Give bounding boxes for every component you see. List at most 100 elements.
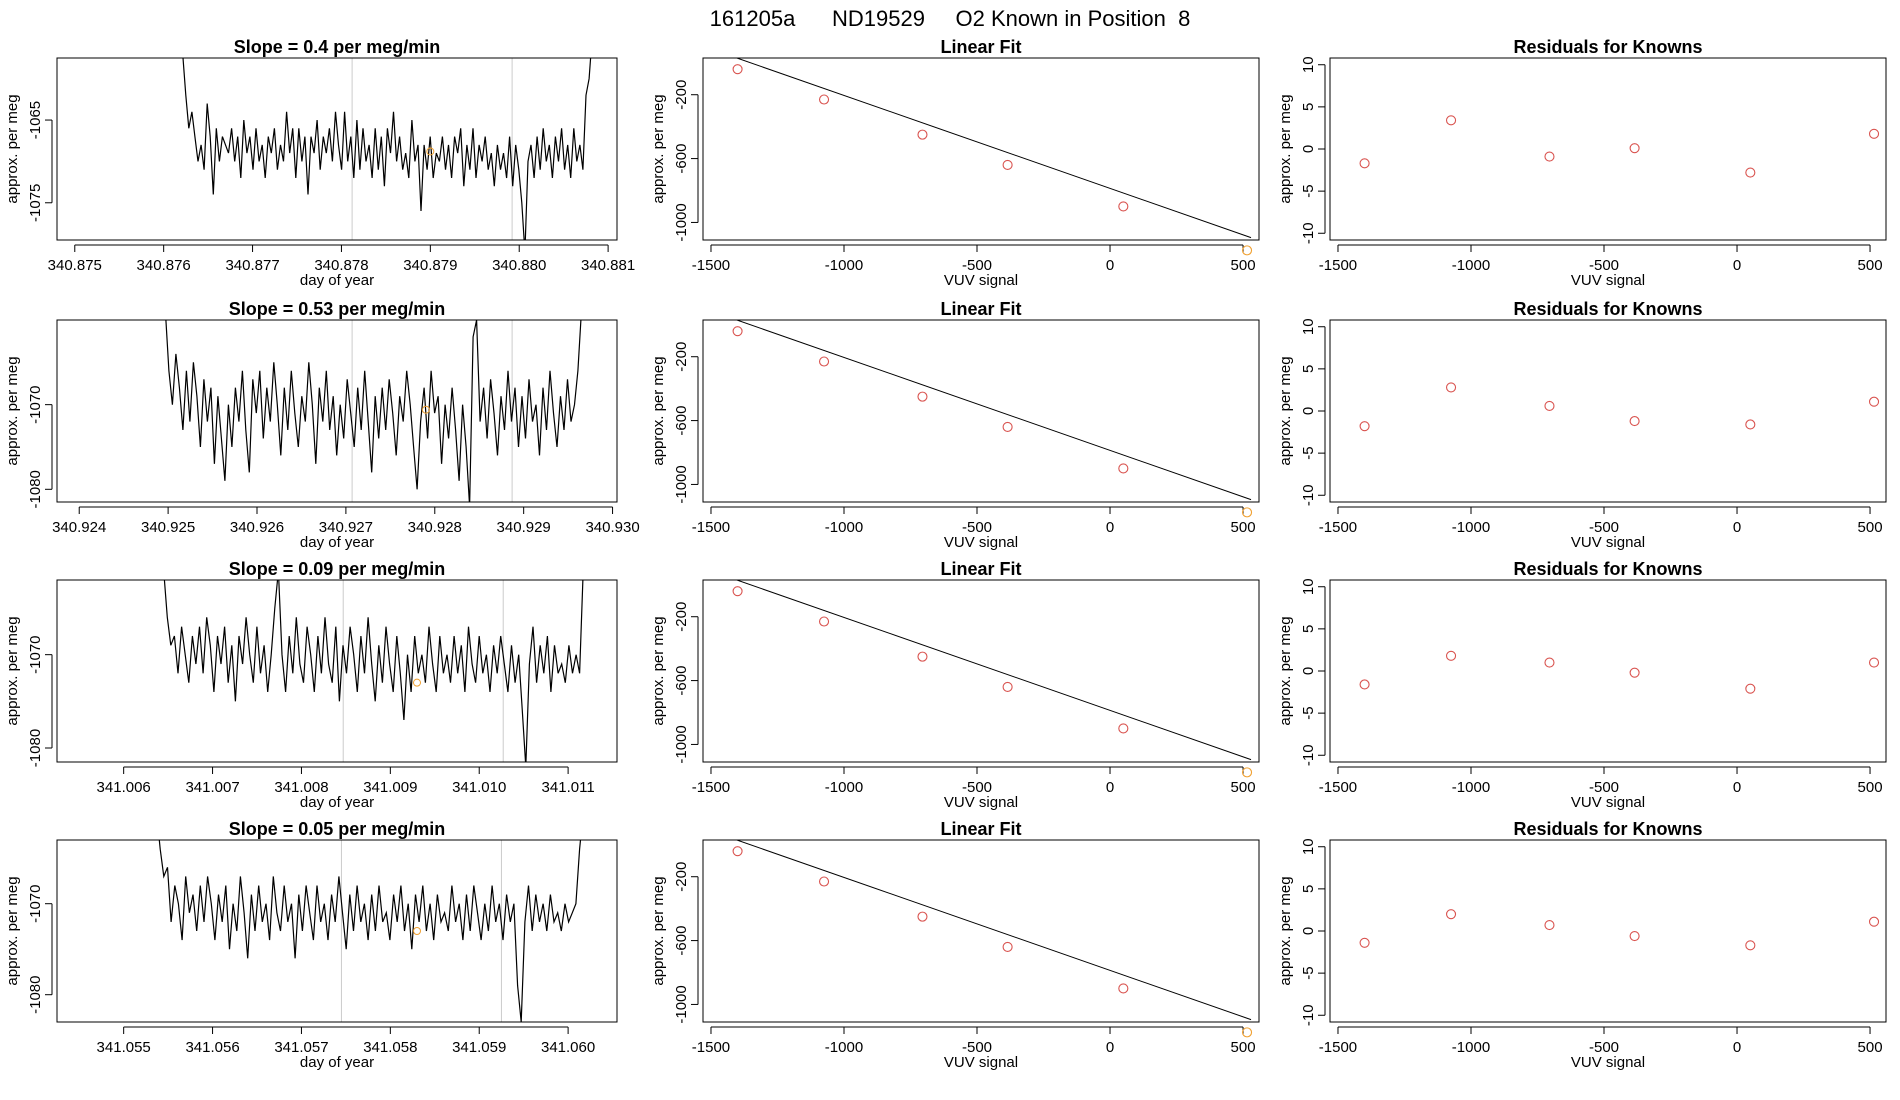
panel-3-3-y-tick-label: 0 [1300, 667, 1317, 675]
panel-2-1-y-axis-label: approx. per meg [4, 356, 21, 465]
panel-4-1-y-tick-label: -1070 [27, 885, 44, 923]
panels: Slope = 0.4 per meg/min 340.875 340.876 340… [4, 37, 1887, 1071]
panel-2-1-plot-frame [56, 319, 618, 503]
panel-4-2-data-point [1002, 941, 1013, 953]
panel-1-3-x-tick-label: -500 [1589, 257, 1619, 274]
panel-3-3-y-tick-label: -5 [1300, 706, 1317, 719]
panel-4-3-plot-frame [1329, 839, 1887, 1023]
panel-3-3-data-point [1629, 667, 1640, 678]
panel-2-2-y-tick-label: -200 [673, 342, 690, 372]
panel-2-3-data-point [1868, 396, 1880, 407]
panel-4-2-data-point [1118, 983, 1129, 994]
panel-3-3-x-tick-label: 0 [1733, 779, 1741, 796]
panel-2-3-x-tick-label: 0 [1733, 519, 1741, 536]
panel-3-2-data-point [818, 616, 830, 627]
panel-1-1-x-tick-label: 340.879 [403, 257, 457, 274]
panel-1-1-x-tick-label: 340.881 [581, 257, 635, 274]
panel-2-2-x-axis-label: VUV signal [944, 534, 1018, 551]
panel-1-2-x-tick-label: 0 [1106, 257, 1114, 274]
panel-4-1-title: Slope = 0.05 per meg/min [229, 819, 446, 839]
panel-1-3-data-point [1445, 115, 1457, 126]
panel-2-2-data-point [1241, 507, 1253, 518]
panel-2-3-data-point [1629, 416, 1640, 427]
panel-1-2-data-point [917, 129, 928, 140]
panel-1-3-y-tick-label: -10 [1300, 222, 1317, 244]
panel-3-1-y-tick-label: -1080 [27, 729, 44, 767]
panel-3-2-plot-area [735, 580, 1252, 761]
panel-1-3-x-tick-label: -1000 [1452, 257, 1490, 274]
panel-3-3-y-tick-label: 10 [1300, 578, 1317, 595]
panel-1-3-y-tick-label: 0 [1300, 145, 1317, 153]
panel-1-2-x-tick-label: -1500 [692, 257, 730, 274]
panel-4-3-x-tick-label: -1500 [1319, 1039, 1357, 1056]
panel-3-2-x-tick-label: -500 [962, 779, 992, 796]
panel-4-2-x-tick-label: 500 [1231, 1039, 1256, 1056]
panel-3-2-data-point [1002, 681, 1013, 693]
panel-3-2-x-tick-label: 500 [1231, 779, 1256, 796]
panel-1-3-plot-frame [1329, 57, 1887, 241]
figure-title: 161205a ND19529 O2 Known in Position 8 [710, 6, 1191, 31]
panel-4-2-plot-frame [702, 839, 1260, 1023]
panel-1-2-x-tick-label: -500 [962, 257, 992, 274]
panel-4-1-x-tick-label: 341.060 [541, 1039, 595, 1056]
panel-3-3-title: Residuals for Knowns [1513, 559, 1702, 579]
panel-4-2-fit-line [735, 840, 1252, 1021]
panel-3-1-x-tick-label: 341.009 [363, 779, 417, 796]
panel-2-3-data-point [1445, 382, 1457, 393]
panel-4-2-y-tick-label: -1000 [673, 985, 690, 1023]
panel-1-2-plot-frame [702, 57, 1260, 241]
panel-4-1-series-marker [413, 927, 421, 935]
panel-4-2-x-axis-label: VUV signal [944, 1054, 1018, 1071]
panel-2-2-data-point [917, 391, 928, 402]
panel-2-1-y-tick-label: -1080 [27, 470, 44, 508]
panel-1-1-series-line [182, 58, 592, 240]
panel-4-3-data-point [1629, 931, 1640, 942]
panel-2-3-x-tick-label: -500 [1589, 519, 1619, 536]
panel-2-1-x-tick-label: 340.924 [52, 519, 106, 536]
panel-2-2-y-tick-label: -600 [673, 406, 690, 436]
panel-1-1-plot-frame [56, 57, 618, 241]
panel-3-3-data-point [1359, 679, 1370, 690]
panel-4-1-x-tick-label: 341.057 [274, 1039, 328, 1056]
panel-1-2-x-tick-label: 500 [1231, 257, 1256, 274]
panel-1-3-y-axis-label: approx. per meg [1277, 94, 1294, 203]
panel-2-1-title: Slope = 0.53 per meg/min [229, 299, 446, 319]
panel-4-1-x-tick-label: 341.058 [363, 1039, 417, 1056]
panel-3-3-data-point [1544, 657, 1555, 668]
panel-3-3-data-point [1868, 657, 1880, 668]
panel-4-1-y-tick-label: -1080 [27, 976, 44, 1014]
panel-1-3-x-axis-label: VUV signal [1571, 272, 1645, 289]
panel-1-1-x-axis-label: day of year [300, 272, 374, 289]
panel-3-3-x-tick-label: -500 [1589, 779, 1619, 796]
panel-4-1-x-tick-label: 341.056 [185, 1039, 239, 1056]
panel-3-2-data-point [917, 651, 928, 662]
panel-3-2-x-tick-label: -1500 [692, 779, 730, 796]
panel-4-1-x-axis-label: day of year [300, 1054, 374, 1071]
panel-3-3-y-axis-label: approx. per meg [1277, 616, 1294, 725]
panel-2-2-y-axis-label: approx. per meg [650, 356, 667, 465]
panel-2-3-y-axis-label: approx. per meg [1277, 356, 1294, 465]
panel-1-3-data-point [1745, 167, 1756, 178]
panel-4-1-x-tick-label: 341.059 [452, 1039, 506, 1056]
panel-1-3-data-point [1544, 151, 1555, 162]
panel-4-3: Residuals for Knowns -1500 -1000 -500 0 500 VU… [1277, 819, 1887, 1071]
panel-3-3-x-axis-label: VUV signal [1571, 794, 1645, 811]
panel-3-2-y-tick-label: -1000 [673, 725, 690, 763]
panel-4-1-series-line [158, 840, 582, 1022]
panel-1-3-y-tick-label: 10 [1300, 56, 1317, 73]
panel-1-3-x-tick-label: 0 [1733, 257, 1741, 274]
panel-4-3-data-point [1445, 909, 1457, 920]
panel-1-1-y-tick-label: -1075 [27, 184, 44, 222]
panel-2-3-plot-frame [1329, 319, 1887, 503]
panel-1-2-x-axis-label: VUV signal [944, 272, 1018, 289]
panel-1-1-y-axis-label: approx. per meg [4, 94, 21, 203]
panel-1-2-y-tick-label: -600 [673, 144, 690, 174]
panel-3-2-plot-frame [702, 579, 1260, 763]
panel-4-2-data-point [917, 911, 928, 922]
panel-2-3-data-point [1544, 400, 1555, 411]
panel-3-2-x-axis-label: VUV signal [944, 794, 1018, 811]
